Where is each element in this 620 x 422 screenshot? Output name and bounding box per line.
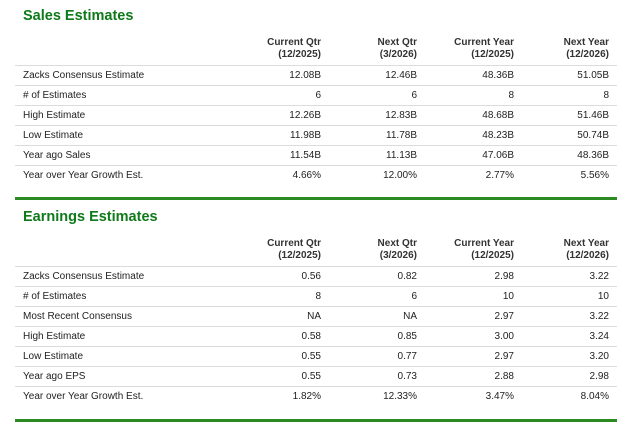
table-row: Year over Year Growth Est. 1.82% 12.33% … [15, 385, 617, 406]
table-row: Most Recent Consensus NA NA 2.97 3.22 [15, 305, 617, 326]
cell-value: 12.46B [321, 64, 417, 85]
table-row: # of Estimates 6 6 8 8 [15, 84, 617, 105]
table-row: Low Estimate 0.55 0.77 2.97 3.20 [15, 345, 617, 366]
cell-value: 3.20 [514, 345, 617, 366]
cell-value: 6 [230, 84, 321, 105]
row-label: Year ago Sales [15, 144, 230, 165]
cell-value: 0.55 [230, 365, 321, 386]
earnings-col-next-year: Next Year (12/2026) [563, 237, 609, 261]
table-row: Zacks Consensus Estimate 0.56 0.82 2.98 … [15, 265, 617, 286]
cell-value: 47.06B [417, 144, 514, 165]
table-row: High Estimate 0.58 0.85 3.00 3.24 [15, 325, 617, 346]
sales-col-current-qtr: Current Qtr (12/2025) [267, 36, 321, 60]
cell-value: 3.00 [417, 325, 514, 346]
cell-value: NA [230, 305, 321, 326]
cell-value: 2.98 [514, 365, 617, 386]
table-row: # of Estimates 8 6 10 10 [15, 285, 617, 306]
row-label: Low Estimate [15, 345, 230, 366]
earnings-estimates-section: Earnings Estimates Current Qtr (12/2025) … [15, 200, 617, 422]
earnings-col-next-qtr: Next Qtr (3/2026) [377, 237, 417, 261]
cell-value: 11.98B [230, 124, 321, 145]
cell-value: 4.66% [230, 164, 321, 185]
cell-value: 2.97 [417, 345, 514, 366]
table-row: Zacks Consensus Estimate 12.08B 12.46B 4… [15, 64, 617, 85]
sales-section-divider [15, 197, 617, 200]
row-label: # of Estimates [15, 285, 230, 306]
cell-value: 2.88 [417, 365, 514, 386]
cell-value: 8.04% [514, 385, 617, 406]
cell-value: 2.98 [417, 265, 514, 286]
cell-value: 48.68B [417, 104, 514, 125]
cell-value: 10 [514, 285, 617, 306]
cell-value: 12.00% [321, 164, 417, 185]
cell-value: 0.85 [321, 325, 417, 346]
cell-value: 8 [514, 84, 617, 105]
cell-value: 0.55 [230, 345, 321, 366]
cell-value: 0.56 [230, 265, 321, 286]
sales-header-label [15, 35, 230, 65]
cell-value: 2.97 [417, 305, 514, 326]
earnings-header-row: Current Qtr (12/2025) Next Qtr (3/2026) Cu… [15, 236, 617, 266]
cell-value: 3.24 [514, 325, 617, 346]
cell-value: 3.22 [514, 265, 617, 286]
earnings-estimates-table: Current Qtr (12/2025) Next Qtr (3/2026) Cu… [15, 236, 617, 406]
cell-value: 12.26B [230, 104, 321, 125]
cell-value: 11.78B [321, 124, 417, 145]
cell-value: 11.54B [230, 144, 321, 165]
cell-value: 0.73 [321, 365, 417, 386]
cell-value: 1.82% [230, 385, 321, 406]
table-row: Year over Year Growth Est. 4.66% 12.00% … [15, 164, 617, 185]
cell-value: 48.36B [417, 64, 514, 85]
row-label: High Estimate [15, 104, 230, 125]
cell-value: 3.22 [514, 305, 617, 326]
cell-value: 8 [417, 84, 514, 105]
earnings-estimates-title: Earnings Estimates [23, 209, 158, 225]
cell-value: 0.82 [321, 265, 417, 286]
cell-value: NA [321, 305, 417, 326]
cell-value: 12.08B [230, 64, 321, 85]
cell-value: 3.47% [417, 385, 514, 406]
cell-value: 8 [230, 285, 321, 306]
earnings-col-current-qtr: Current Qtr (12/2025) [267, 237, 321, 261]
cell-value: 50.74B [514, 124, 617, 145]
row-label: High Estimate [15, 325, 230, 346]
table-row: Year ago Sales 11.54B 11.13B 47.06B 48.3… [15, 144, 617, 165]
row-label: Year over Year Growth Est. [15, 164, 230, 185]
row-label: Most Recent Consensus [15, 305, 230, 326]
row-label: Low Estimate [15, 124, 230, 145]
cell-value: 10 [417, 285, 514, 306]
sales-estimates-table: Current Qtr (12/2025) Next Qtr (3/2026) Cu… [15, 35, 617, 185]
cell-value: 5.56% [514, 164, 617, 185]
cell-value: 0.58 [230, 325, 321, 346]
row-label: # of Estimates [15, 84, 230, 105]
sales-estimates-section: Sales Estimates Current Qtr (12/2025) Nex… [15, 0, 617, 200]
cell-value: 0.77 [321, 345, 417, 366]
cell-value: 6 [321, 84, 417, 105]
cell-value: 12.33% [321, 385, 417, 406]
table-row: High Estimate 12.26B 12.83B 48.68B 51.46… [15, 104, 617, 125]
cell-value: 2.77% [417, 164, 514, 185]
earnings-col-current-year: Current Year (12/2025) [454, 237, 514, 261]
sales-col-next-qtr: Next Qtr (3/2026) [377, 36, 417, 60]
row-label: Year ago EPS [15, 365, 230, 386]
cell-value: 48.23B [417, 124, 514, 145]
row-label: Zacks Consensus Estimate [15, 265, 230, 286]
cell-value: 11.13B [321, 144, 417, 165]
sales-col-next-year: Next Year (12/2026) [563, 36, 609, 60]
row-label: Year over Year Growth Est. [15, 385, 230, 406]
earnings-header-label [15, 236, 230, 266]
cell-value: 48.36B [514, 144, 617, 165]
cell-value: 6 [321, 285, 417, 306]
sales-estimates-title: Sales Estimates [23, 8, 134, 24]
table-row: Low Estimate 11.98B 11.78B 48.23B 50.74B [15, 124, 617, 145]
sales-header-row: Current Qtr (12/2025) Next Qtr (3/2026) Cu… [15, 35, 617, 65]
cell-value: 51.05B [514, 64, 617, 85]
sales-col-current-year: Current Year (12/2025) [454, 36, 514, 60]
cell-value: 51.46B [514, 104, 617, 125]
table-row: Year ago EPS 0.55 0.73 2.88 2.98 [15, 365, 617, 386]
earnings-section-divider [15, 419, 617, 422]
cell-value: 12.83B [321, 104, 417, 125]
row-label: Zacks Consensus Estimate [15, 64, 230, 85]
